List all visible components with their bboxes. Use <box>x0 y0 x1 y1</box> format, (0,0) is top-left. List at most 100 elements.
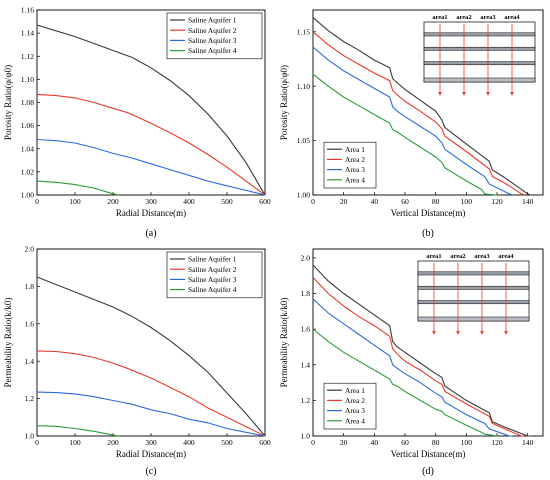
inset-arrow-head <box>462 92 466 96</box>
inset-confining-layer <box>423 46 536 51</box>
y-axis-label: Porosity Ratio(φ/φ0) <box>279 65 289 140</box>
series-line-4 <box>36 180 119 196</box>
x-tick-label: 0 <box>35 438 39 447</box>
aquifer-inset: area1 area2 area3 area4 <box>417 253 530 335</box>
x-tick-label: 600 <box>259 438 271 447</box>
inset-confining-layer <box>423 61 536 66</box>
x-tick-label: 80 <box>432 197 440 206</box>
y-tick-label: 1.10 <box>297 82 310 91</box>
series-line-2 <box>36 350 266 437</box>
y-tick-label: 1.0 <box>301 432 311 441</box>
y-tick-label: 1.16 <box>21 6 34 15</box>
y-tick-label: 1.8 <box>25 282 35 291</box>
legend-label: Saline Aquifer 3 <box>188 275 237 284</box>
series-line-3 <box>36 391 266 437</box>
legend-label: Area 3 <box>345 406 365 415</box>
inset-frame <box>417 260 530 322</box>
inset-confining-layer <box>417 271 530 276</box>
x-tick-label: 100 <box>461 197 473 206</box>
y-tick-label: 2.0 <box>25 245 35 254</box>
x-tick-label: 400 <box>183 197 195 206</box>
x-tick-label: 300 <box>145 438 157 447</box>
series-line-1 <box>36 24 266 196</box>
panel-caption: (c) <box>145 466 156 477</box>
series-line-2 <box>36 93 266 196</box>
x-axis-label: Vertical Distance(m) <box>391 208 466 218</box>
inset-arrow-head <box>486 92 490 96</box>
x-tick-label: 200 <box>107 438 119 447</box>
inset-area-label: area2 <box>456 14 471 21</box>
y-tick-label: 1.6 <box>25 319 35 328</box>
y-tick-label: 1.00 <box>21 191 34 200</box>
panel-caption: (b) <box>422 228 434 239</box>
x-tick-label: 20 <box>340 197 348 206</box>
inset-confining-layer <box>417 300 530 305</box>
y-tick-label: 1.0 <box>25 432 35 441</box>
series-line-4 <box>36 425 119 437</box>
x-tick-label: 500 <box>221 438 233 447</box>
legend-label: Saline Aquifer 4 <box>188 285 237 294</box>
y-tick-label: 1.4 <box>301 360 311 369</box>
y-tick-label: 2.0 <box>301 254 311 263</box>
y-tick-label: 1.2 <box>25 394 35 403</box>
x-tick-label: 300 <box>145 197 157 206</box>
inset-base-layer <box>423 77 536 83</box>
inset-arrow-head <box>504 331 508 335</box>
panel-caption: (d) <box>422 466 434 477</box>
y-tick-label: 1.4 <box>25 357 35 366</box>
y-tick-label: 1.05 <box>297 136 310 145</box>
x-tick-label: 60 <box>401 438 409 447</box>
y-axis-label: Porosity Ratio(φ/φ0) <box>3 65 13 140</box>
series-line-1 <box>312 17 531 196</box>
series-line-2 <box>312 31 525 196</box>
series-line-2 <box>312 277 525 437</box>
inset-area-label: area1 <box>432 14 447 21</box>
inset-arrow-head <box>456 331 460 335</box>
chart-panel-2: 0 100 200 300 400 500 600 1.0 1.2 1.4 1.6 1.8 2.0 Rad… <box>3 245 271 477</box>
x-tick-label: 120 <box>491 438 503 447</box>
y-tick-label: 1.14 <box>21 29 34 38</box>
x-tick-label: 200 <box>107 197 119 206</box>
legend-label: Area 4 <box>345 175 365 184</box>
series-line-3 <box>36 138 266 196</box>
y-tick-label: 1.04 <box>21 144 34 153</box>
series-line-1 <box>312 264 531 437</box>
y-tick-label: 1.00 <box>297 191 310 200</box>
x-axis-label: Radial Distance(m) <box>116 208 186 218</box>
x-tick-label: 20 <box>340 438 348 447</box>
legend-label: Saline Aquifer 3 <box>188 36 237 45</box>
y-axis-label: Permeability Ratio(k/k0) <box>279 298 289 388</box>
x-tick-label: 140 <box>522 438 534 447</box>
plot-frame <box>312 9 544 196</box>
legend-label: Saline Aquifer 1 <box>188 255 237 264</box>
y-tick-label: 1.06 <box>21 121 34 130</box>
x-tick-label: 100 <box>69 438 81 447</box>
x-tick-label: 40 <box>371 438 379 447</box>
chart-panel-0: 0 100 200 300 400 500 600 1.00 1.02 1.04 1.06 1.08 1… <box>3 6 271 239</box>
x-tick-label: 0 <box>311 438 315 447</box>
legend-label: Area 2 <box>345 396 365 405</box>
x-tick-label: 120 <box>491 197 503 206</box>
plot-frame <box>312 248 544 437</box>
x-axis-label: Vertical Distance(m) <box>391 449 466 459</box>
inset-area-label: area3 <box>474 253 489 260</box>
x-tick-label: 80 <box>432 438 440 447</box>
y-tick-label: 1.6 <box>301 325 311 334</box>
x-tick-label: 40 <box>371 197 379 206</box>
series-line-3 <box>312 298 513 437</box>
inset-frame <box>423 21 536 83</box>
x-tick-label: 0 <box>35 197 39 206</box>
inset-confining-layer <box>423 32 536 37</box>
inset-arrow-head <box>480 331 484 335</box>
x-tick-label: 100 <box>69 197 81 206</box>
y-tick-label: 1.02 <box>21 167 34 176</box>
x-tick-label: 500 <box>221 197 233 206</box>
aquifer-inset: area1 area2 area3 area4 <box>423 14 536 96</box>
chart-panel-3: 0 20 40 60 80 100 120 140 1.0 1.2 1.4 1.6 1.8 2.0 Vert… <box>279 248 544 477</box>
inset-arrow-head <box>432 331 436 335</box>
series-line-3 <box>312 46 513 196</box>
